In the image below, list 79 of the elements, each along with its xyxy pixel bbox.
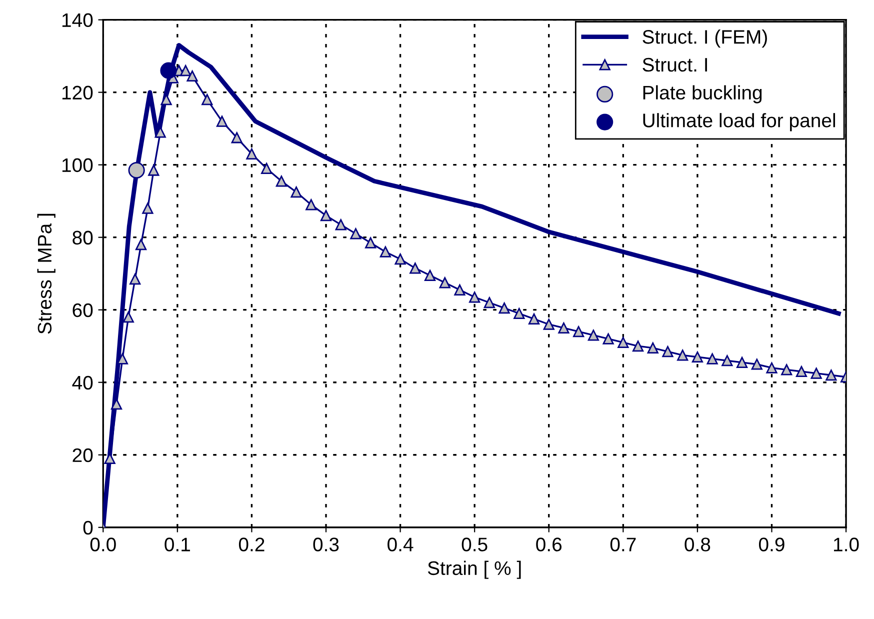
legend-label: Plate buckling	[643, 85, 762, 104]
point	[632, 340, 644, 352]
point	[142, 202, 154, 214]
point	[484, 297, 495, 308]
point	[231, 132, 242, 144]
point	[692, 351, 704, 363]
point	[216, 116, 228, 127]
point	[796, 366, 808, 378]
point	[766, 362, 778, 374]
point	[276, 176, 287, 187]
point	[135, 239, 147, 250]
y-tick-label: 80	[72, 230, 93, 245]
point	[573, 326, 584, 338]
point	[722, 355, 733, 366]
point	[618, 336, 629, 348]
point	[602, 333, 614, 344]
point	[424, 270, 436, 281]
point	[810, 368, 822, 379]
point	[543, 318, 554, 330]
point	[454, 284, 466, 296]
point	[826, 370, 837, 381]
point	[290, 186, 302, 198]
y-tick-label: 0	[83, 520, 93, 535]
x-axis-title: Strain [ % ]	[428, 560, 521, 579]
point	[410, 262, 421, 274]
point	[751, 358, 762, 370]
y-tick-label: 120	[62, 86, 93, 100]
point	[335, 219, 346, 230]
point	[180, 65, 192, 76]
legend-label: Struct. I	[642, 58, 707, 72]
point	[662, 346, 674, 358]
y-tick-label: 140	[62, 13, 93, 28]
point	[528, 313, 540, 324]
y-axis-title: Stress [ MPa ]	[37, 214, 56, 334]
point	[261, 162, 272, 174]
point	[110, 398, 122, 410]
point	[365, 237, 376, 248]
point	[677, 350, 688, 361]
point	[514, 308, 525, 320]
point	[394, 254, 406, 265]
point	[130, 273, 141, 285]
x-tick-label: 0.7	[610, 538, 636, 552]
point	[350, 228, 362, 240]
legend-label: Ultimate load for panel	[643, 113, 836, 132]
x-tick-label: 0.6	[536, 538, 562, 552]
point	[122, 312, 134, 323]
point	[736, 356, 748, 368]
point	[469, 292, 480, 303]
point	[706, 353, 718, 364]
x-tick-label: 0.2	[238, 538, 264, 552]
point	[186, 70, 198, 82]
point	[380, 246, 391, 258]
x-tick-label: 0.3	[313, 538, 339, 552]
point	[558, 322, 570, 334]
point	[128, 162, 145, 179]
point	[498, 302, 510, 314]
x-tick-label: 0.9	[758, 538, 784, 552]
y-tick-label: 100	[62, 158, 93, 172]
y-tick-label: 40	[72, 376, 93, 390]
legend-label: Struct. I (FEM)	[642, 30, 767, 48]
x-tick-label: 0.8	[684, 538, 710, 552]
x-tick-label: 0.5	[462, 538, 488, 552]
x-tick-label: 0.4	[388, 538, 414, 552]
point	[160, 62, 177, 79]
point	[647, 342, 658, 354]
x-tick-label: 0.1	[164, 538, 190, 552]
point	[306, 199, 317, 210]
point	[588, 330, 599, 341]
point	[320, 210, 332, 222]
point	[148, 164, 160, 176]
point	[781, 364, 792, 376]
point	[439, 277, 450, 288]
point	[154, 126, 166, 138]
point	[246, 148, 258, 160]
y-tick-label: 60	[72, 303, 93, 318]
y-tick-label: 20	[72, 448, 93, 462]
x-tick-label: 0.0	[90, 538, 116, 552]
point	[202, 94, 213, 106]
x-tick-label: 1.0	[834, 538, 859, 552]
